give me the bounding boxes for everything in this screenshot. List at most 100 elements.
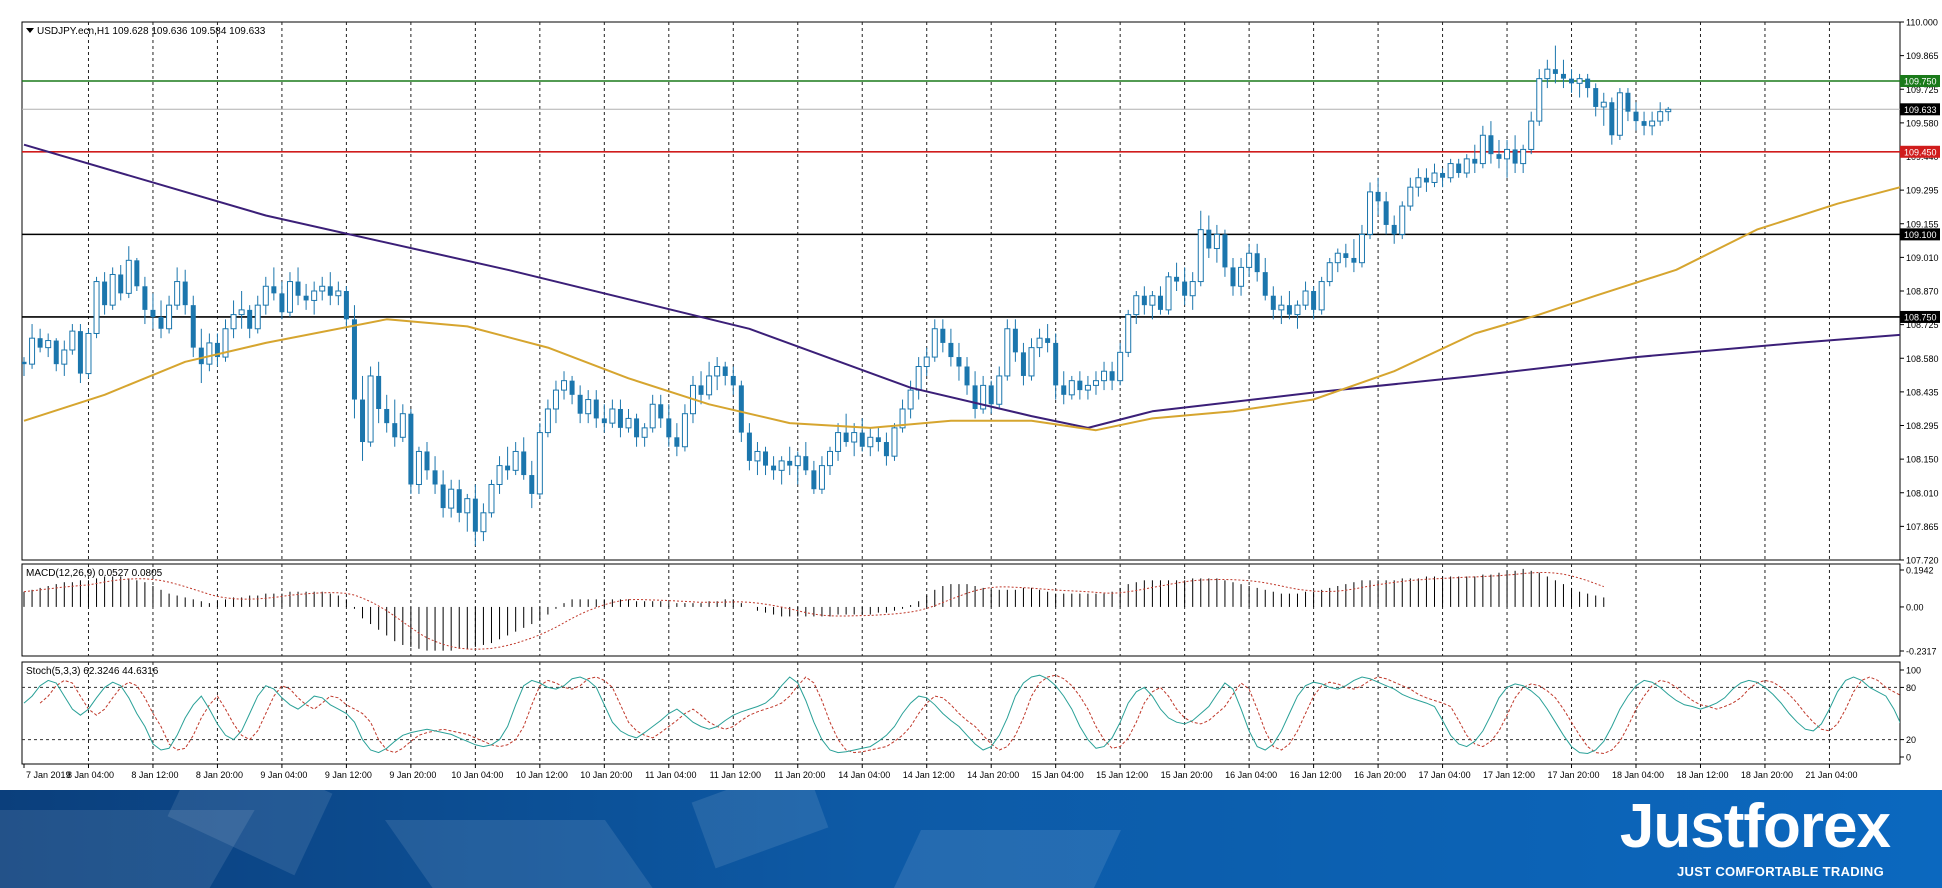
candle: [698, 371, 704, 405]
candle-body-bull: [931, 328, 938, 358]
candle-body-bull: [778, 460, 785, 471]
candle-body-bear: [1012, 328, 1018, 353]
candle-body-bull: [1479, 134, 1486, 165]
time-label: 15 Jan 12:00: [1096, 770, 1148, 780]
candle: [22, 357, 27, 376]
candle-body-bull: [867, 436, 874, 448]
candle-body-bear: [1286, 305, 1292, 315]
candle-body-bear: [674, 437, 680, 447]
candle-body-bull: [29, 337, 36, 365]
candle: [1463, 154, 1470, 178]
candle-body-bull: [166, 304, 173, 330]
price-label: 108.150: [1906, 455, 1939, 465]
candle: [1189, 272, 1196, 310]
candle-body-bull: [980, 384, 987, 410]
candle-body-bull: [311, 290, 318, 301]
candle: [343, 286, 349, 329]
candle-body-bull: [609, 408, 616, 424]
candle-body-bull: [1665, 108, 1672, 113]
price-label: 109.155: [1906, 219, 1939, 229]
candle: [61, 340, 68, 376]
candle: [303, 283, 309, 310]
candle-body-bear: [408, 413, 414, 485]
candle: [964, 357, 970, 395]
candle-body-bear: [376, 375, 382, 409]
candle-body-bear: [1061, 385, 1067, 395]
candle-body-bull: [93, 281, 100, 334]
candle-body-bull: [1649, 120, 1656, 127]
time-label: 16 Jan 12:00: [1290, 770, 1342, 780]
candle: [681, 404, 688, 452]
stoch-axis-label: 80: [1906, 683, 1916, 693]
candle-body-bull: [544, 408, 551, 434]
candle-body-bear: [1053, 342, 1059, 386]
candle-body-bear: [666, 418, 672, 438]
candle-body-bear: [190, 305, 196, 348]
time-label: 16 Jan 04:00: [1225, 770, 1277, 780]
current-price-badge: [1900, 103, 1940, 116]
candle-body-bull: [1028, 347, 1035, 377]
candle-body-bull: [1399, 205, 1406, 235]
candle: [1028, 338, 1035, 381]
candle: [85, 328, 92, 379]
candle: [238, 291, 245, 329]
candle: [222, 319, 229, 362]
candle: [392, 399, 398, 447]
candle: [1407, 177, 1414, 211]
candle: [1246, 243, 1253, 277]
candle-body-bull: [335, 290, 342, 297]
stoch-axis-label: 0: [1906, 753, 1911, 763]
price-label: 108.010: [1906, 488, 1939, 498]
candle: [1447, 158, 1454, 183]
time-label: 18 Jan 12:00: [1676, 770, 1728, 780]
candle: [625, 408, 632, 433]
brand-logo[interactable]: Justforex: [1619, 792, 1891, 861]
candle-body-bull: [415, 450, 422, 485]
candle-body-bear: [1383, 201, 1389, 225]
candle: [891, 423, 898, 461]
candle: [1053, 333, 1059, 400]
banner-decoration: [384, 820, 676, 888]
price-label: 109.865: [1906, 51, 1939, 61]
collapse-triangle-icon[interactable]: [26, 28, 34, 33]
candle-body-bear: [1440, 173, 1446, 178]
candle-body-bear: [77, 331, 83, 374]
candle-body-bull: [1246, 252, 1253, 268]
candle-body-bull: [85, 332, 92, 375]
candle: [254, 295, 261, 334]
candle: [376, 361, 382, 424]
candle: [867, 427, 874, 457]
candle-body-bear: [118, 274, 124, 294]
candle-body-bull: [585, 399, 592, 415]
candle-body-bull: [681, 413, 688, 448]
candle: [851, 423, 858, 457]
candle: [488, 479, 495, 518]
candle: [931, 319, 938, 362]
candle: [399, 404, 406, 443]
candle-body-bull: [818, 465, 825, 490]
candle: [617, 399, 623, 438]
candle-body-bull: [480, 512, 487, 533]
candle: [1552, 45, 1558, 84]
candle-body-bull: [1197, 229, 1204, 283]
candle-body-bear: [577, 394, 583, 414]
candle-body-bull: [1415, 177, 1422, 188]
candle-body-bear: [1254, 253, 1260, 273]
candle: [1440, 168, 1446, 188]
candle: [1117, 342, 1124, 386]
macd-axis: 0.1942 0.00 -0.2317: [1900, 566, 1937, 657]
candle-body-bear: [1182, 281, 1188, 296]
price-panel-header: USDJPY.ecn,H1 109.628 109.636 109.584 10…: [37, 26, 266, 37]
candle-body-bear: [279, 293, 285, 313]
chart-canvas[interactable]: 110.000109.865109.725109.580109.440109.2…: [0, 0, 1942, 790]
time-label: 10 Jan 04:00: [451, 770, 503, 780]
candle: [1609, 97, 1615, 145]
candle: [1375, 177, 1381, 216]
candle-body-bear: [1270, 295, 1276, 310]
candle-body-bear: [134, 260, 140, 287]
candle-body-bull: [1616, 92, 1623, 136]
candle-body-bull: [714, 366, 721, 377]
candle: [1431, 163, 1438, 188]
candle: [771, 456, 777, 480]
candle: [456, 479, 462, 523]
